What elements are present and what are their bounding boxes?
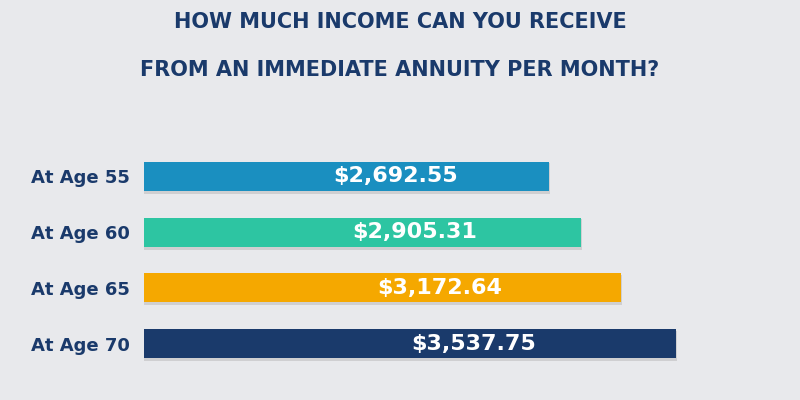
Text: HOW MUCH INCOME CAN YOU RECEIVE: HOW MUCH INCOME CAN YOU RECEIVE <box>174 12 626 32</box>
Bar <box>144 273 622 302</box>
Text: $3,172.64: $3,172.64 <box>378 278 502 298</box>
Bar <box>144 329 676 358</box>
Text: $2,692.55: $2,692.55 <box>333 166 458 186</box>
Text: $3,537.75: $3,537.75 <box>412 334 537 354</box>
Bar <box>144 218 581 247</box>
Text: FROM AN IMMEDIATE ANNUITY PER MONTH?: FROM AN IMMEDIATE ANNUITY PER MONTH? <box>140 60 660 80</box>
Bar <box>143 163 550 194</box>
Bar <box>143 331 677 361</box>
Bar <box>143 219 582 250</box>
Bar <box>144 162 549 191</box>
Text: $2,905.31: $2,905.31 <box>353 222 478 242</box>
Bar <box>143 275 622 306</box>
